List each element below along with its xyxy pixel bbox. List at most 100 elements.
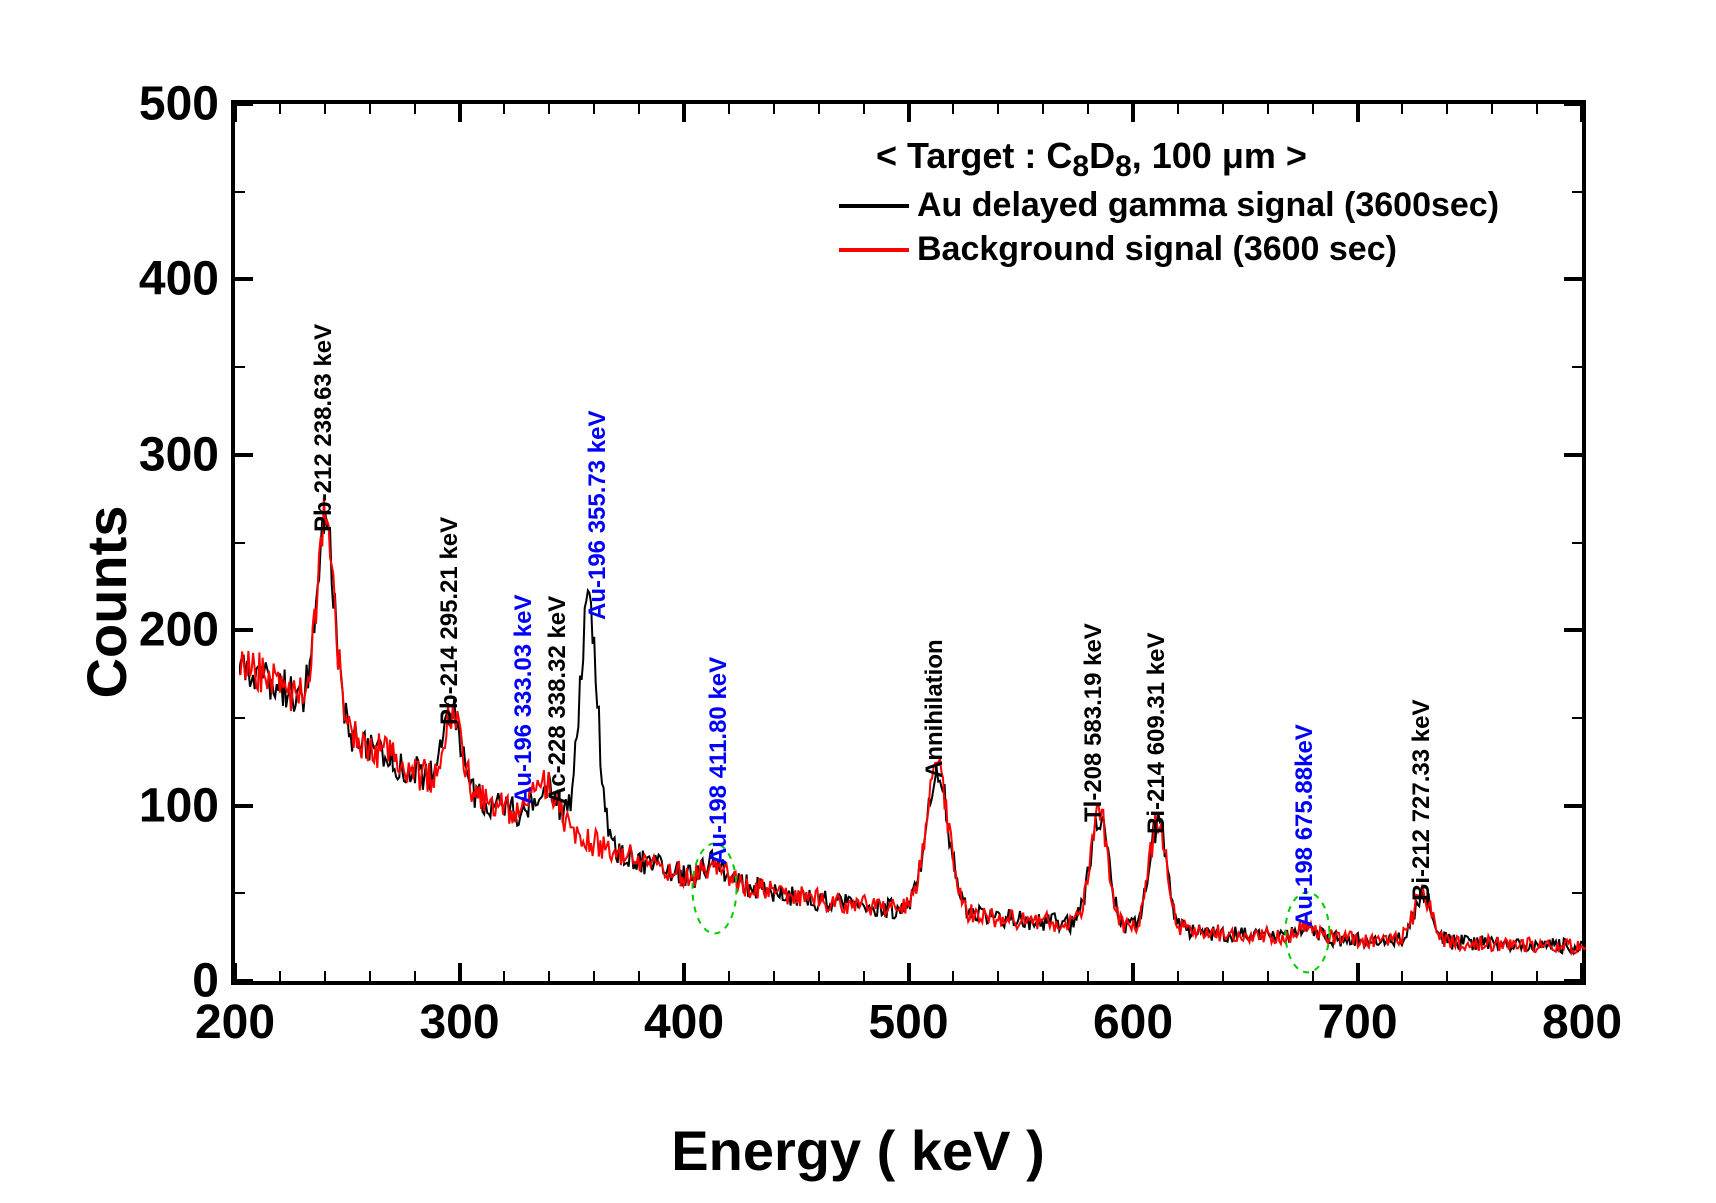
x-minor-tick-top — [414, 104, 416, 114]
x-minor-tick-top — [1177, 104, 1179, 114]
x-tick-top — [907, 104, 911, 122]
y-tick — [235, 979, 253, 983]
y-minor-tick — [235, 366, 245, 368]
x-minor-tick-top — [1042, 104, 1044, 114]
x-minor-tick — [818, 971, 820, 981]
x-minor-tick-top — [548, 104, 550, 114]
x-minor-tick — [1401, 971, 1403, 981]
x-minor-tick-top — [1222, 104, 1224, 114]
x-tick — [458, 963, 462, 981]
x-minor-tick — [638, 971, 640, 981]
x-tick — [1356, 963, 1360, 981]
y-minor-tick-right — [1572, 542, 1582, 544]
x-minor-tick-top — [1446, 104, 1448, 114]
x-tick-top — [1131, 104, 1135, 122]
y-tick — [235, 277, 253, 281]
x-tick-top — [682, 104, 686, 122]
x-minor-tick — [773, 971, 775, 981]
x-minor-tick — [414, 971, 416, 981]
x-minor-tick — [952, 971, 954, 981]
legend-label-0: Au delayed gamma signal (3600sec) — [917, 186, 1499, 225]
x-minor-tick — [1177, 971, 1179, 981]
peak-label-5: Au-198 411.80 keV — [705, 657, 733, 865]
x-minor-tick — [1536, 971, 1538, 981]
x-minor-tick-top — [863, 104, 865, 114]
x-minor-tick-top — [773, 104, 775, 114]
x-axis-label: Energy ( keV ) — [671, 1118, 1044, 1183]
y-minor-tick — [235, 717, 245, 719]
y-tick-label: 400 — [109, 252, 219, 307]
x-minor-tick — [369, 971, 371, 981]
x-minor-tick-top — [1491, 104, 1493, 114]
x-minor-tick-top — [1536, 104, 1538, 114]
x-tick-label: 600 — [1093, 995, 1173, 1050]
figure: Counts Energy ( keV ) 200 300 400 500 600 700… — [0, 0, 1716, 1203]
peak-label-10: Bi-212 727.33 keV — [1408, 699, 1436, 900]
x-tick-label: 400 — [644, 995, 724, 1050]
x-minor-tick — [548, 971, 550, 981]
x-tick-top — [1356, 104, 1360, 122]
x-minor-tick-top — [1401, 104, 1403, 114]
y-tick — [235, 804, 253, 808]
legend-label-1: Background signal (3600 sec) — [917, 230, 1397, 269]
y-minor-tick-right — [1572, 366, 1582, 368]
y-tick-right — [1564, 102, 1582, 106]
x-minor-tick — [1087, 971, 1089, 981]
y-tick-right — [1564, 277, 1582, 281]
y-minor-tick-right — [1572, 892, 1582, 894]
x-minor-tick-top — [369, 104, 371, 114]
y-tick-right — [1564, 628, 1582, 632]
x-minor-tick-top — [818, 104, 820, 114]
peak-label-6: Annihilation — [921, 639, 949, 778]
x-tick-top — [233, 104, 237, 122]
peak-label-3: Ac-228 338.32 keV — [544, 596, 572, 804]
legend-title: < Target : C8D8, 100 μm > — [876, 135, 1307, 184]
x-minor-tick-top — [1312, 104, 1314, 114]
y-minor-tick — [235, 542, 245, 544]
y-minor-tick-right — [1572, 717, 1582, 719]
y-tick — [235, 453, 253, 457]
x-minor-tick — [1222, 971, 1224, 981]
x-minor-tick-top — [997, 104, 999, 114]
x-tick-label: 800 — [1542, 995, 1622, 1050]
y-tick-label: 300 — [109, 427, 219, 482]
x-minor-tick — [593, 971, 595, 981]
peak-label-9: Au-198 675.88keV — [1291, 724, 1319, 927]
x-minor-tick-top — [503, 104, 505, 114]
x-minor-tick — [1042, 971, 1044, 981]
x-tick-top — [1580, 104, 1584, 122]
y-tick-label: 0 — [109, 954, 219, 1009]
x-minor-tick — [997, 971, 999, 981]
peak-label-1: Pb-214 295.21 keV — [436, 517, 464, 725]
x-tick-label: 500 — [868, 995, 948, 1050]
y-tick-label: 100 — [109, 778, 219, 833]
peak-label-8: Bi-214 609.31 keV — [1143, 632, 1171, 833]
legend-line-0 — [839, 204, 909, 208]
x-minor-tick — [1312, 971, 1314, 981]
x-tick — [682, 963, 686, 981]
peak-label-7: Tl-208 583.19 keV — [1080, 623, 1108, 822]
peak-label-2: Au-196 333.03 keV — [510, 595, 538, 804]
y-tick-right — [1564, 804, 1582, 808]
y-minor-tick-right — [1572, 191, 1582, 193]
x-minor-tick-top — [952, 104, 954, 114]
x-tick — [907, 963, 911, 981]
legend-item-1: Background signal (3600 sec) — [839, 230, 1397, 269]
y-minor-tick — [235, 892, 245, 894]
y-tick-right — [1564, 453, 1582, 457]
y-tick-label: 500 — [109, 77, 219, 132]
x-tick-label: 300 — [419, 995, 499, 1050]
x-minor-tick — [728, 971, 730, 981]
x-tick-label: 700 — [1317, 995, 1397, 1050]
x-minor-tick-top — [1267, 104, 1269, 114]
x-minor-tick — [863, 971, 865, 981]
legend-line-1 — [839, 248, 909, 252]
y-axis-label: Counts — [74, 505, 139, 698]
x-minor-tick — [1491, 971, 1493, 981]
x-minor-tick — [1267, 971, 1269, 981]
x-minor-tick-top — [728, 104, 730, 114]
y-tick-label: 200 — [109, 603, 219, 658]
x-minor-tick — [503, 971, 505, 981]
y-tick — [235, 102, 253, 106]
x-minor-tick-top — [593, 104, 595, 114]
